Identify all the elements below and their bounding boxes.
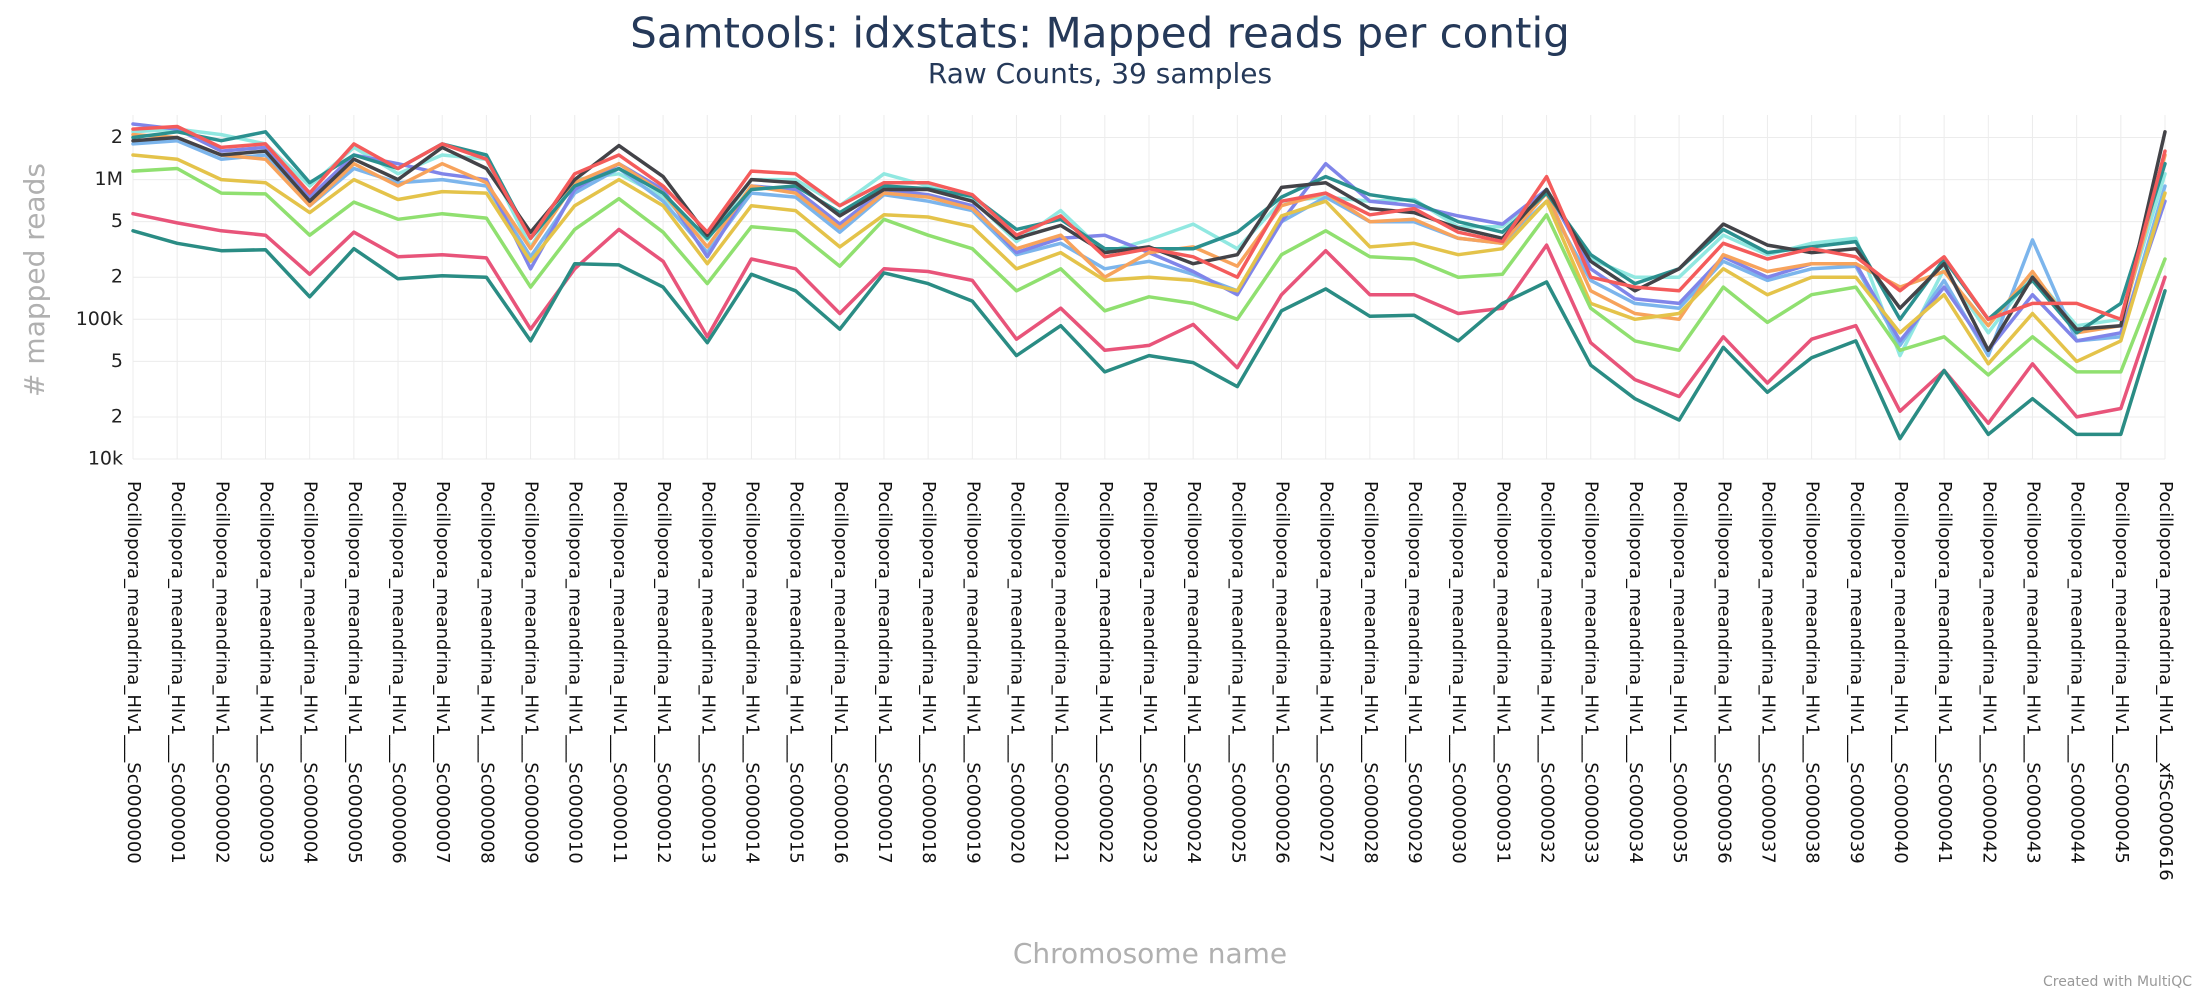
x-tick-label: Pocillopora_meandrina_HIv1___Sc0000024 [1183,481,1204,864]
x-tick-label: Pocillopora_meandrina_HIv1___Sc0000023 [1139,481,1160,864]
series-line [131,124,2167,322]
x-tick-label: Pocillopora_meandrina_HIv1___Sc0000029 [1404,481,1425,864]
x-tick-label: Pocillopora_meandrina_HIv1___Sc0000016 [830,481,851,864]
x-tick-label: Pocillopora_meandrina_HIv1___Sc0000003 [256,481,277,864]
series-line [131,166,2167,377]
x-tick-label: Pocillopora_meandrina_HIv1___Sc0000006 [388,481,409,864]
x-tick-label: Pocillopora_meandrina_HIv1___Sc0000044 [2067,481,2088,864]
y-tick-label: 2 [111,266,123,288]
series-line [131,153,2167,366]
credit: Created with MultiQC [2043,974,2192,990]
x-tick-label: Pocillopora_meandrina_HIv1___Sc0000009 [521,481,542,864]
x-tick-label: Pocillopora_meandrina_HIv1___Sc0000018 [918,481,939,864]
x-tick-label: Pocillopora_meandrina_HIv1___Sc0000017 [874,481,895,864]
x-tick-label: Pocillopora_meandrina_HIv1___Sc0000011 [609,481,630,864]
series-line [131,132,2167,335]
x-tick-label: Pocillopora_meandrina_HIv1___Sc0000000 [123,481,144,864]
x-tick-label: Pocillopora_meandrina_HIv1___Sc0000025 [1227,481,1248,864]
x-tick-label: Pocillopora_meandrina_HIv1___Sc0000007 [432,481,453,864]
x-tick-label: Pocillopora_meandrina_HIv1___Sc0000039 [1846,481,1867,864]
x-tick-label: Pocillopora_meandrina_HIv1___Sc0000005 [344,481,365,864]
x-tick-label: Pocillopora_meandrina_HIv1___Sc0000001 [167,481,188,864]
series-line [131,138,2167,358]
x-tick-label: Pocillopora_meandrina_HIv1___Sc0000013 [697,481,718,864]
y-tick-label: 2 [111,405,123,427]
y-tick-label: 1M [95,168,123,190]
x-tick-label: Pocillopora_meandrina_HIv1___Sc0000028 [1360,481,1381,864]
x-tick-label: Pocillopora_meandrina_HIv1___Sc0000045 [2111,481,2132,864]
x-tick-label: Pocillopora_meandrina_HIv1___Sc0000040 [1890,481,1911,864]
chart-title: Samtools: idxstats: Mapped reads per con… [630,9,1570,58]
y-tick-label: 100k [76,308,123,330]
x-tick-label: Pocillopora_meandrina_HIv1___Sc0000041 [1934,481,1955,864]
y-axis-title: # mapped reads [18,163,51,397]
x-tick-label: Pocillopora_meandrina_HIv1___Sc0000034 [1625,481,1646,864]
x-tick-label: Pocillopora_meandrina_HIv1___Sc0000022 [1095,481,1116,864]
y-tick-label: 5 [111,350,123,372]
x-tick-label: Pocillopora_meandrina_HIv1___Sc0000032 [1537,481,1558,864]
series-line [131,211,2167,426]
x-tick-label: Pocillopora_meandrina_HIv1___Sc0000015 [786,481,807,864]
y-tick-label: 2 [111,126,123,148]
x-tick-label: Pocillopora_meandrina_HIv1___Sc0000010 [565,481,586,864]
series-line [131,229,2167,441]
x-tick-label: Pocillopora_meandrina_HIv1___Sc0000035 [1669,481,1690,864]
x-tick-label: Pocillopora_meandrina_HIv1___Sc0000026 [1272,481,1293,864]
x-tick-label: Pocillopora_meandrina_HIv1___Sc0000004 [300,481,321,864]
y-tick-label: 10k [88,448,123,470]
x-tick-label: Pocillopora_meandrina_HIv1___Sc0000027 [1316,481,1337,864]
x-tick-label: Pocillopora_meandrina_HIv1___Sc0000020 [1006,481,1027,864]
x-tick-label: Pocillopora_meandrina_HIv1___Sc0000014 [741,481,762,864]
series-line [131,127,2167,358]
x-axis-title: Chromosome name [1013,937,1287,970]
x-tick-label: Pocillopora_meandrina_HIv1___Sc0000036 [1713,481,1734,864]
x-tick-label: Pocillopora_meandrina_HIv1___Sc0000012 [653,481,674,864]
chart-subtitle: Raw Counts, 39 samples [928,57,1272,90]
x-tick-label: Pocillopora_meandrina_HIv1___Sc0000030 [1448,481,1469,864]
x-tick-label: Pocillopora_meandrina_HIv1___Sc0000021 [1051,481,1072,864]
x-tick-label: Pocillopora_meandrina_HIv1___Sc0000037 [1757,481,1778,864]
x-tick-label: Pocillopora_meandrina_HIv1___xfSc0000616 [2155,481,2176,881]
x-tick-label: Pocillopora_meandrina_HIv1___Sc0000043 [2022,481,2043,864]
x-tick-label: Pocillopora_meandrina_HIv1___Sc0000042 [1978,481,1999,864]
x-tick-label: Pocillopora_meandrina_HIv1___Sc0000033 [1581,481,1602,864]
x-tick-label: Pocillopora_meandrina_HIv1___Sc0000008 [476,481,497,864]
x-tick-label: Pocillopora_meandrina_HIv1___Sc0000031 [1492,481,1513,864]
x-tick-label: Pocillopora_meandrina_HIv1___Sc0000038 [1802,481,1823,864]
x-tick-label: Pocillopora_meandrina_HIv1___Sc0000002 [211,481,232,864]
y-tick-label: 5 [111,210,123,232]
x-tick-label: Pocillopora_meandrina_HIv1___Sc0000019 [962,481,983,864]
